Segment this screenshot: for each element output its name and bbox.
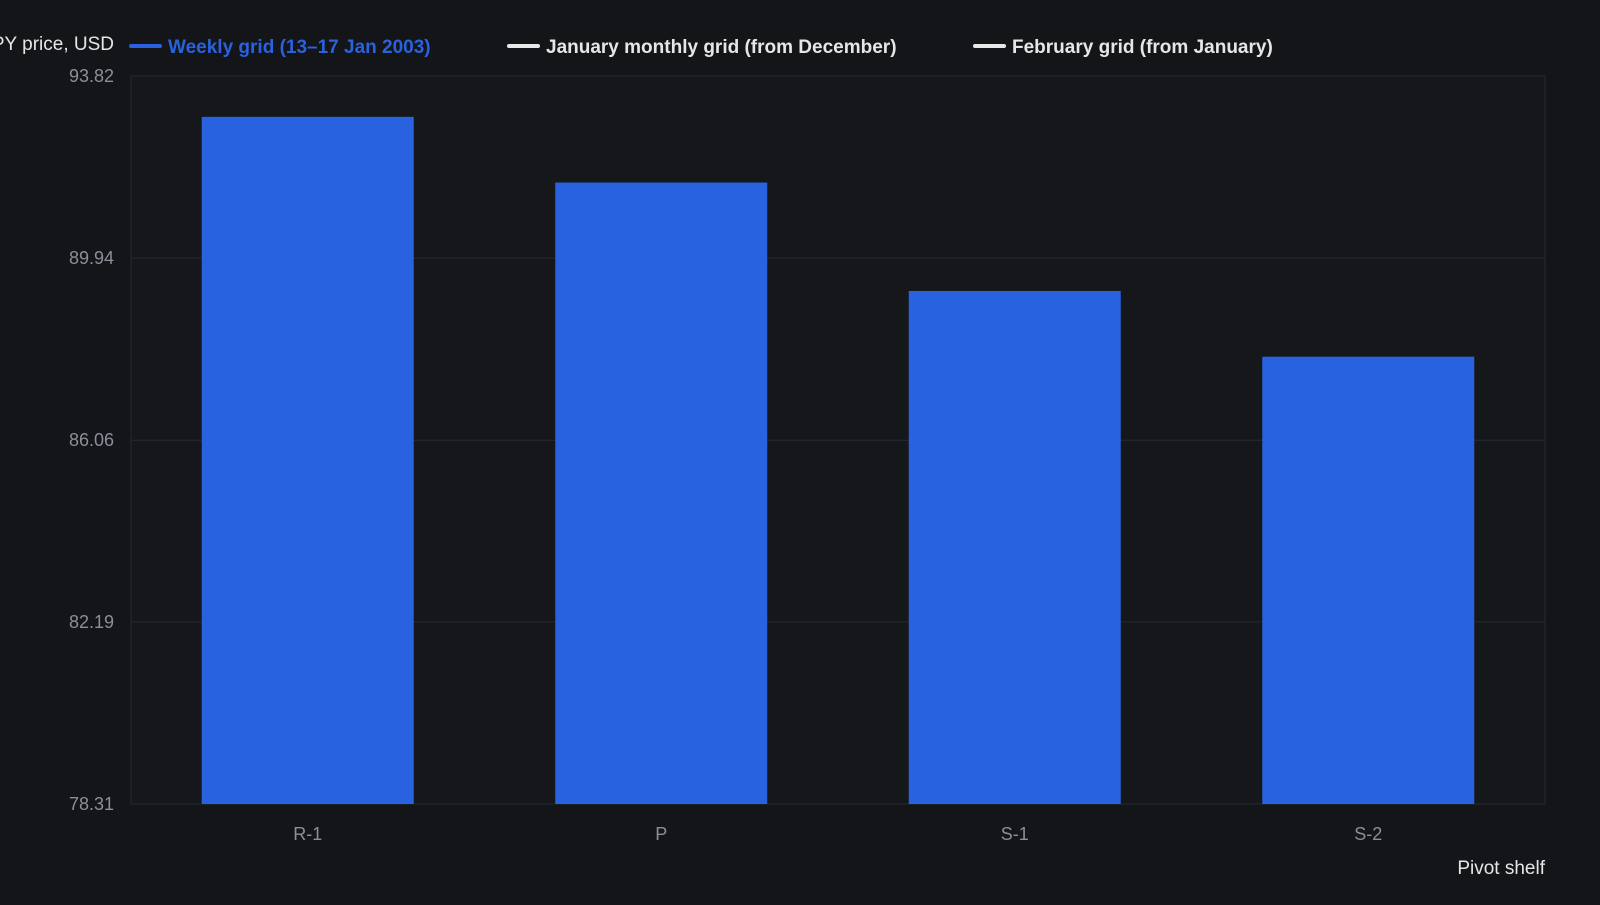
- x-tick-label: S-1: [1001, 824, 1029, 844]
- x-axis-title: Pivot shelf: [1457, 858, 1545, 879]
- bar-s-2[interactable]: [1262, 356, 1475, 804]
- y-tick-label: 86.06: [69, 430, 114, 450]
- bar-s-1[interactable]: [908, 290, 1121, 804]
- bar-p[interactable]: [555, 182, 768, 804]
- y-tick-label: 89.94: [69, 248, 114, 268]
- y-tick-label: 93.82: [69, 66, 114, 86]
- legend-item-3[interactable]: February grid (from January): [973, 37, 1273, 58]
- x-tick-label: S-2: [1354, 824, 1382, 844]
- x-tick-label: P: [655, 824, 667, 844]
- y-tick-label: 82.19: [69, 612, 114, 632]
- legend-item-1[interactable]: Weekly grid (13–17 Jan 2003): [129, 37, 431, 58]
- y-tick-label: 78.31: [69, 794, 114, 814]
- legend-label: January monthly grid (from December): [546, 37, 897, 58]
- y-axis-title: SPY price, USD: [0, 34, 114, 55]
- legend-label: February grid (from January): [1012, 37, 1273, 58]
- bar-r-1[interactable]: [201, 116, 414, 805]
- x-tick-label: R-1: [293, 824, 322, 844]
- legend-label: Weekly grid (13–17 Jan 2003): [168, 37, 431, 58]
- legend-item-2[interactable]: January monthly grid (from December): [507, 37, 897, 58]
